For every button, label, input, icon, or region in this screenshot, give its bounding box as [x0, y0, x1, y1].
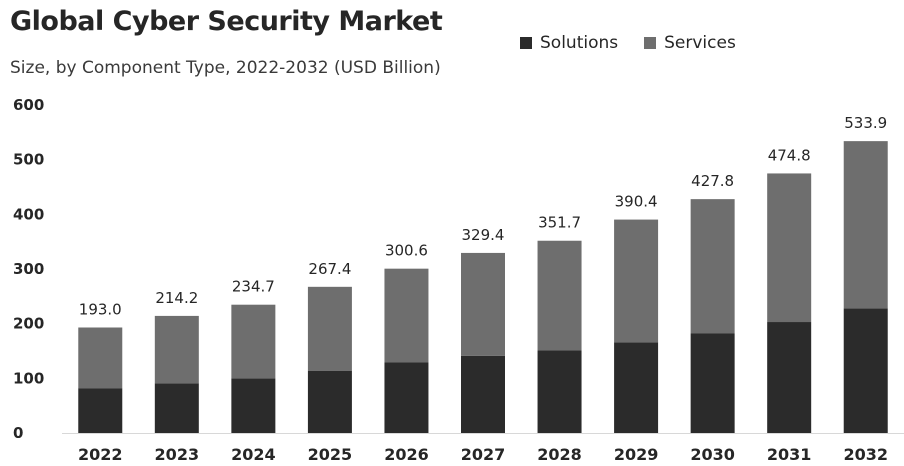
legend-label-solutions: Solutions — [540, 33, 619, 53]
bar-segment-solutions-2030 — [690, 333, 735, 433]
y-tick-label: 0 — [13, 424, 23, 442]
x-tick-label-2022: 2022 — [78, 445, 123, 464]
data-label-2022: 193.0 — [79, 300, 122, 318]
bar-segment-solutions-2022 — [78, 388, 123, 433]
legend-swatch-services — [644, 37, 657, 49]
bar-segment-solutions-2024 — [231, 378, 276, 433]
y-tick-label: 400 — [13, 205, 44, 223]
data-label-2024: 234.7 — [232, 278, 275, 296]
bar-segment-services-2023 — [154, 315, 199, 384]
bar-segment-solutions-2023 — [154, 383, 199, 433]
x-tick-label-2031: 2031 — [767, 445, 812, 464]
x-tick-label-2028: 2028 — [537, 445, 582, 464]
x-tick-label-2023: 2023 — [155, 445, 200, 464]
bar-segment-services-2025 — [307, 286, 352, 371]
bar-segment-services-2030 — [690, 199, 735, 334]
chart-title: Global Cyber Security Market — [10, 6, 443, 37]
bar-segment-solutions-2025 — [307, 370, 352, 433]
x-tick-label-2025: 2025 — [308, 445, 353, 464]
legend-item-solutions: Solutions — [520, 33, 618, 53]
data-label-2027: 329.4 — [462, 226, 505, 244]
bar-segment-services-2029 — [614, 219, 659, 343]
chart-subtitle: Size, by Component Type, 2022-2032 (USD … — [10, 58, 441, 78]
y-tick-label: 500 — [13, 151, 44, 169]
bar-segment-services-2022 — [78, 327, 123, 389]
data-label-2030: 427.8 — [691, 172, 734, 190]
y-tick-label: 100 — [13, 369, 44, 387]
bar-segment-solutions-2029 — [614, 342, 659, 433]
bar-segment-solutions-2027 — [461, 355, 505, 433]
bar-segment-services-2028 — [537, 240, 582, 351]
data-label-2028: 351.7 — [538, 214, 581, 232]
x-tick-label-2024: 2024 — [231, 445, 276, 464]
bar-segment-solutions-2028 — [537, 350, 582, 433]
legend-swatch-solutions — [520, 37, 532, 49]
x-tick-label-2029: 2029 — [614, 445, 659, 464]
data-label-2023: 214.2 — [155, 289, 198, 307]
x-tick-label-2026: 2026 — [384, 445, 429, 464]
bar-segment-services-2024 — [231, 304, 276, 379]
legend: Solutions Services — [520, 33, 762, 53]
y-tick-label: 600 — [13, 96, 44, 114]
data-label-2026: 300.6 — [385, 242, 428, 260]
bar-segment-solutions-2032 — [843, 308, 888, 433]
data-label-2025: 267.4 — [308, 260, 351, 278]
x-tick-label-2032: 2032 — [843, 445, 888, 464]
bar-segment-services-2026 — [384, 268, 429, 363]
bar-segment-services-2027 — [461, 252, 505, 356]
data-label-2032: 533.9 — [844, 114, 887, 132]
x-tick-label-2027: 2027 — [461, 445, 506, 464]
bar-segment-services-2031 — [767, 173, 812, 323]
y-tick-label: 300 — [13, 260, 44, 278]
data-label-2031: 474.8 — [768, 146, 811, 164]
bar-segment-services-2032 — [843, 141, 888, 309]
bar-segment-solutions-2026 — [384, 362, 429, 433]
bar-segment-solutions-2031 — [767, 322, 812, 433]
legend-label-services: Services — [664, 33, 736, 53]
x-tick-label-2030: 2030 — [690, 445, 735, 464]
legend-item-services: Services — [644, 33, 736, 53]
data-label-2029: 390.4 — [615, 193, 658, 211]
y-tick-label: 200 — [13, 315, 44, 333]
